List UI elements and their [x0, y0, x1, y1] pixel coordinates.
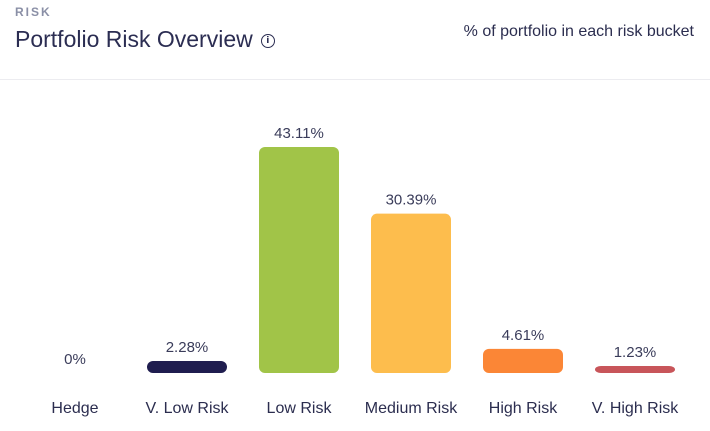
- category-labels-group: Hedge V. Low Risk Low Risk Medium Risk High …: [51, 400, 679, 417]
- category-label-low-risk: Low Risk: [267, 400, 333, 417]
- bar-labels-group: 0% 2.28% 43.11% 30.39% 4.61% 1.23%: [64, 125, 656, 368]
- data-label-medium-risk: 30.39%: [386, 192, 437, 209]
- data-label-hedge: 0%: [64, 351, 86, 368]
- bars-group: [147, 147, 675, 373]
- category-label-medium-risk: Medium Risk: [365, 400, 458, 417]
- category-label-high-risk: High Risk: [489, 400, 558, 417]
- bar-v-low-risk[interactable]: [147, 361, 227, 373]
- info-icon[interactable]: i: [260, 34, 275, 48]
- category-label-hedge: Hedge: [51, 400, 98, 417]
- page-title: Portfolio Risk Overview: [15, 26, 253, 52]
- title-row: Portfolio Risk Overview i: [15, 26, 275, 53]
- bar-low-risk[interactable]: [259, 147, 339, 373]
- data-label-v-low-risk: 2.28%: [166, 339, 209, 356]
- section-eyebrow: RISK: [15, 5, 52, 19]
- category-label-v-low-risk: V. Low Risk: [146, 400, 230, 417]
- card-header: RISK Portfolio Risk Overview i % of port…: [0, 0, 710, 80]
- chart-subtitle: % of portfolio in each risk bucket: [463, 23, 694, 40]
- risk-bar-chart: 0% 2.28% 43.11% 30.39% 4.61% 1.23% Hedge V. Lo…: [51, 125, 679, 417]
- bar-high-risk[interactable]: [483, 348, 563, 373]
- data-label-v-high-risk: 1.23%: [614, 344, 657, 361]
- bar-v-high-risk[interactable]: [595, 366, 675, 373]
- data-label-high-risk: 4.61%: [502, 327, 545, 344]
- bar-medium-risk[interactable]: [371, 213, 451, 373]
- data-label-low-risk: 43.11%: [274, 125, 324, 142]
- category-label-v-high-risk: V. High Risk: [592, 400, 680, 417]
